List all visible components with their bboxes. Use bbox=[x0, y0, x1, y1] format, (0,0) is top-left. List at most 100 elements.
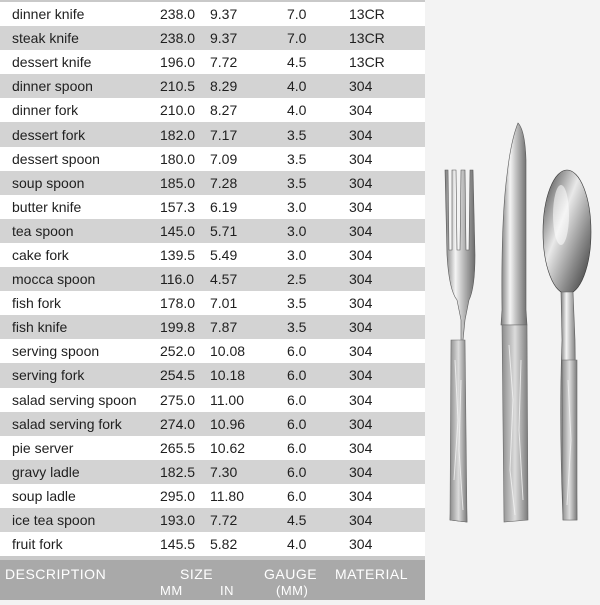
table-row: salad serving spoon 275.0 11.00 6.0 304 bbox=[0, 387, 425, 412]
cell-description: serving fork bbox=[12, 367, 85, 384]
cell-gauge: 7.0 bbox=[287, 30, 307, 47]
cell-material: 304 bbox=[349, 271, 373, 288]
cell-size-mm: 185.0 bbox=[160, 174, 196, 191]
cell-description: pie server bbox=[12, 439, 74, 456]
cell-material: 304 bbox=[349, 246, 373, 263]
cell-material: 304 bbox=[349, 367, 373, 384]
cell-size-mm: 210.5 bbox=[160, 78, 196, 95]
table-row: soup ladle 295.0 11.80 6.0 304 bbox=[0, 483, 425, 508]
cell-description: fruit fork bbox=[12, 536, 63, 553]
table-row: serving spoon 252.0 10.08 6.0 304 bbox=[0, 339, 425, 364]
cell-size-in: 7.28 bbox=[210, 174, 238, 191]
cell-size-in: 10.62 bbox=[210, 439, 246, 456]
table-row: salad serving fork 274.0 10.96 6.0 304 bbox=[0, 411, 425, 436]
cell-description: dinner fork bbox=[12, 102, 79, 119]
cell-gauge: 6.0 bbox=[287, 415, 307, 432]
cell-size-in: 7.72 bbox=[210, 54, 238, 71]
cell-material: 304 bbox=[349, 536, 373, 553]
cell-gauge: 6.0 bbox=[287, 439, 307, 456]
cell-material: 304 bbox=[349, 439, 373, 456]
cell-size-in: 10.08 bbox=[210, 343, 246, 360]
cell-material: 13CR bbox=[349, 6, 385, 23]
cell-material: 304 bbox=[349, 295, 373, 312]
table-row: mocca spoon 116.0 4.57 2.5 304 bbox=[0, 267, 425, 292]
spoon-icon bbox=[542, 169, 592, 521]
cell-size-in: 7.72 bbox=[210, 512, 238, 529]
cell-description: fish fork bbox=[12, 295, 62, 312]
cell-gauge: 3.0 bbox=[287, 222, 307, 239]
cell-size-mm: 116.0 bbox=[160, 271, 194, 288]
cell-size-in: 11.00 bbox=[210, 391, 244, 408]
cell-size-in: 7.30 bbox=[210, 463, 238, 480]
table-footer-header: DESCRIPTION SIZE MM IN GAUGE (MM) MATERI… bbox=[0, 560, 425, 600]
cell-description: dessert spoon bbox=[12, 150, 100, 167]
cell-size-mm: 193.0 bbox=[160, 512, 196, 529]
cell-size-mm: 199.8 bbox=[160, 319, 196, 336]
cell-gauge: 4.0 bbox=[287, 78, 307, 95]
cell-description: steak knife bbox=[12, 30, 79, 47]
cell-size-mm: 254.5 bbox=[160, 367, 196, 384]
cell-size-in: 4.57 bbox=[210, 271, 238, 288]
cell-gauge: 4.0 bbox=[287, 536, 307, 553]
cell-size-in: 8.29 bbox=[210, 78, 238, 95]
cell-size-mm: 265.5 bbox=[160, 439, 196, 456]
cell-size-in: 11.80 bbox=[210, 487, 244, 504]
cutlery-photo bbox=[425, 0, 600, 600]
cell-size-mm: 182.5 bbox=[160, 463, 196, 480]
cell-gauge: 6.0 bbox=[287, 391, 307, 408]
cell-description: dessert knife bbox=[12, 54, 92, 71]
cell-size-mm: 180.0 bbox=[160, 150, 196, 167]
cell-size-mm: 145.5 bbox=[160, 536, 196, 553]
cell-size-mm: 252.0 bbox=[160, 343, 196, 360]
table-row: tea spoon 145.0 5.71 3.0 304 bbox=[0, 218, 425, 243]
cell-size-in: 6.19 bbox=[210, 198, 238, 215]
table-row: dinner knife 238.0 9.37 7.0 13CR bbox=[0, 2, 425, 27]
cell-gauge: 7.0 bbox=[287, 6, 307, 23]
cell-material: 304 bbox=[349, 512, 373, 529]
cell-description: mocca spoon bbox=[12, 271, 96, 288]
cell-description: salad serving spoon bbox=[12, 391, 137, 408]
cell-size-mm: 238.0 bbox=[160, 30, 196, 47]
cell-size-mm: 275.0 bbox=[160, 391, 196, 408]
table-row: serving fork 254.5 10.18 6.0 304 bbox=[0, 363, 425, 388]
cell-size-mm: 139.5 bbox=[160, 246, 196, 263]
cell-material: 304 bbox=[349, 126, 373, 143]
cell-material: 304 bbox=[349, 391, 373, 408]
cell-description: ice tea spoon bbox=[12, 512, 96, 529]
cell-gauge: 3.5 bbox=[287, 319, 307, 336]
cell-description: fish knife bbox=[12, 319, 68, 336]
cell-material: 304 bbox=[349, 102, 373, 119]
cell-gauge: 3.0 bbox=[287, 198, 307, 215]
table-row: dessert knife 196.0 7.72 4.5 13CR bbox=[0, 50, 425, 75]
cell-gauge: 6.0 bbox=[287, 343, 307, 360]
cell-material: 304 bbox=[349, 415, 373, 432]
table-row: fish knife 199.8 7.87 3.5 304 bbox=[0, 315, 425, 340]
cell-gauge: 4.5 bbox=[287, 54, 307, 71]
cell-description: salad serving fork bbox=[12, 415, 122, 432]
cell-size-in: 5.82 bbox=[210, 536, 238, 553]
cell-size-in: 9.37 bbox=[210, 30, 238, 47]
header-material: MATERIAL bbox=[335, 566, 408, 582]
cell-material: 304 bbox=[349, 78, 373, 95]
cell-description: butter knife bbox=[12, 198, 82, 215]
cell-description: serving spoon bbox=[12, 343, 100, 360]
header-size: SIZE bbox=[180, 566, 214, 582]
cell-description: tea spoon bbox=[12, 222, 74, 239]
table-row: dinner spoon 210.5 8.29 4.0 304 bbox=[0, 74, 425, 99]
cell-description: soup spoon bbox=[12, 174, 85, 191]
cell-description: cake fork bbox=[12, 246, 69, 263]
cell-material: 13CR bbox=[349, 54, 385, 71]
cell-size-mm: 182.0 bbox=[160, 126, 196, 143]
cell-gauge: 6.0 bbox=[287, 463, 307, 480]
cell-description: soup ladle bbox=[12, 487, 76, 504]
cell-size-in: 5.49 bbox=[210, 246, 238, 263]
cell-gauge: 6.0 bbox=[287, 487, 307, 504]
table-row: pie server 265.5 10.62 6.0 304 bbox=[0, 435, 425, 460]
header-size-in: IN bbox=[220, 583, 234, 598]
table-row: dessert fork 182.0 7.17 3.5 304 bbox=[0, 122, 425, 147]
cell-size-in: 7.17 bbox=[210, 126, 238, 143]
cell-size-mm: 178.0 bbox=[160, 295, 196, 312]
cell-gauge: 4.0 bbox=[287, 102, 307, 119]
cell-material: 13CR bbox=[349, 30, 385, 47]
cell-material: 304 bbox=[349, 198, 373, 215]
